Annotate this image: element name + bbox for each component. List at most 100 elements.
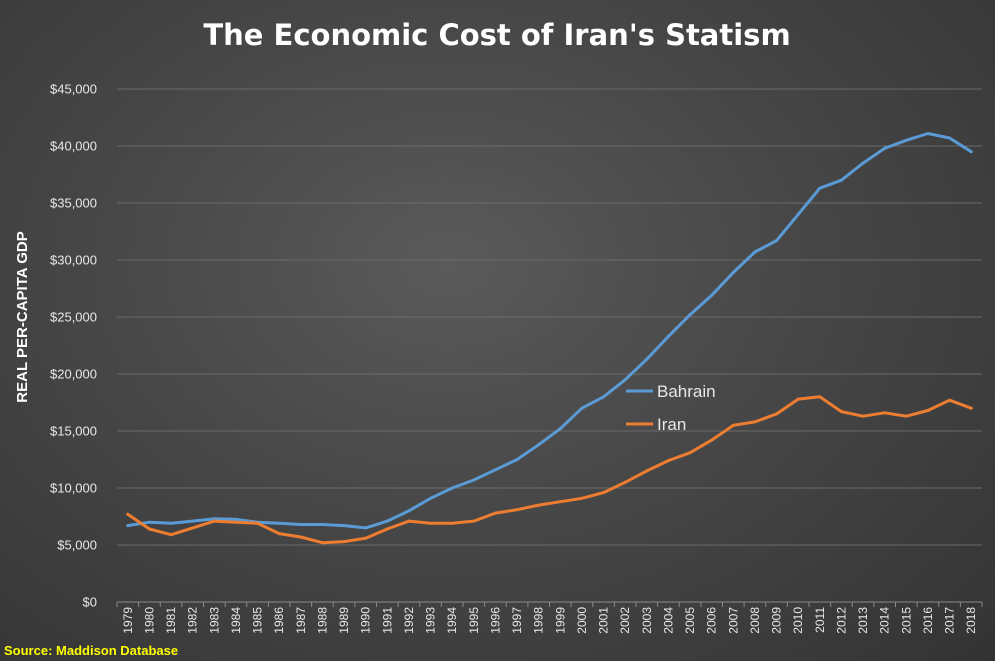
data-point <box>883 411 887 415</box>
x-tick-label: 1999 <box>553 607 567 634</box>
x-tick-label: 2009 <box>770 607 784 634</box>
y-axis-label: REAL PER-CAPITA GDP <box>14 231 31 402</box>
x-tick-label: 1993 <box>424 607 438 634</box>
data-point <box>602 491 606 495</box>
series-bahrain <box>126 131 973 530</box>
x-tick-label: 2011 <box>813 607 827 633</box>
x-tick-label: 1985 <box>251 607 265 634</box>
data-point <box>645 469 649 473</box>
data-point <box>126 524 130 528</box>
x-tick-label: 1990 <box>359 607 373 634</box>
data-point <box>537 503 541 507</box>
data-point <box>861 161 865 165</box>
data-point <box>883 146 887 150</box>
data-point <box>731 423 735 427</box>
data-point <box>818 395 822 399</box>
x-tick-label: 1982 <box>186 607 200 634</box>
data-point <box>299 535 303 539</box>
data-point <box>839 410 843 414</box>
series-iran <box>126 395 973 545</box>
x-tick-label: 1994 <box>445 607 459 634</box>
data-point <box>407 519 411 523</box>
data-point <box>212 519 216 523</box>
y-tick-label: $10,000 <box>50 481 97 496</box>
data-point <box>299 522 303 526</box>
x-tick-label: 1979 <box>121 607 135 634</box>
data-point <box>969 406 973 410</box>
data-point <box>234 520 238 524</box>
x-tick-label: 1998 <box>532 607 546 634</box>
data-point <box>191 526 195 530</box>
x-tick-label: 2004 <box>661 607 675 634</box>
data-point <box>277 532 281 536</box>
y-tick-label: $20,000 <box>50 367 97 382</box>
x-tick-label: 1986 <box>272 607 286 634</box>
x-tick-label: 2003 <box>640 607 654 634</box>
x-tick-label: 1981 <box>164 607 178 634</box>
data-point <box>234 517 238 521</box>
data-point <box>147 527 151 531</box>
data-point <box>796 212 800 216</box>
data-point <box>429 496 433 500</box>
data-point <box>710 438 714 442</box>
data-point <box>515 508 519 512</box>
data-point <box>320 522 324 526</box>
data-point <box>169 521 173 525</box>
data-point <box>277 521 281 525</box>
x-tick-label: 1991 <box>380 607 394 634</box>
data-point <box>948 398 952 402</box>
data-point <box>666 334 670 338</box>
data-point <box>580 496 584 500</box>
data-point <box>796 397 800 401</box>
series-lines <box>126 131 973 545</box>
data-point <box>731 271 735 275</box>
data-point <box>364 526 368 530</box>
source-note: Source: Maddison Database <box>4 643 178 658</box>
data-point <box>147 520 151 524</box>
y-tick-label: $0 <box>83 595 97 610</box>
data-point <box>688 313 692 317</box>
x-axis-ticks: 1979 1980 1981 1982 1983 1984 1985 1986 1987 1988… <box>116 602 983 634</box>
x-tick-label: 2008 <box>748 607 762 634</box>
data-point <box>472 478 476 482</box>
x-tick-label: 2001 <box>597 607 611 634</box>
x-tick-label: 1995 <box>467 607 481 634</box>
data-point <box>191 519 195 523</box>
x-tick-label: 2006 <box>705 607 719 634</box>
data-point <box>948 136 952 140</box>
data-point <box>126 512 130 516</box>
data-point <box>753 250 757 254</box>
data-point <box>256 521 260 525</box>
x-tick-label: 2010 <box>791 607 805 634</box>
x-tick-label: 2002 <box>618 607 632 634</box>
legend-label: Iran <box>657 415 686 434</box>
data-point <box>558 427 562 431</box>
x-tick-label: 1989 <box>337 607 351 634</box>
data-point <box>493 511 497 515</box>
x-tick-label: 2005 <box>683 607 697 634</box>
y-tick-label: $45,000 <box>50 82 97 97</box>
y-tick-label: $40,000 <box>50 139 97 154</box>
data-point <box>775 239 779 243</box>
data-point <box>558 500 562 504</box>
y-tick-label: $35,000 <box>50 196 97 211</box>
data-point <box>429 521 433 525</box>
data-point <box>710 293 714 297</box>
x-tick-label: 1997 <box>510 607 524 634</box>
data-point <box>753 420 757 424</box>
data-point <box>450 486 454 490</box>
data-point <box>861 414 865 418</box>
data-point <box>342 540 346 544</box>
series-line <box>126 395 973 545</box>
data-point <box>623 378 627 382</box>
x-tick-label: 2018 <box>964 607 978 634</box>
y-tick-label: $25,000 <box>50 310 97 325</box>
data-point <box>450 521 454 525</box>
data-point <box>385 519 389 523</box>
data-point <box>904 414 908 418</box>
data-point <box>688 451 692 455</box>
data-point <box>969 150 973 154</box>
x-tick-label: 1980 <box>142 607 156 634</box>
legend: Bahrain Iran <box>626 382 716 434</box>
